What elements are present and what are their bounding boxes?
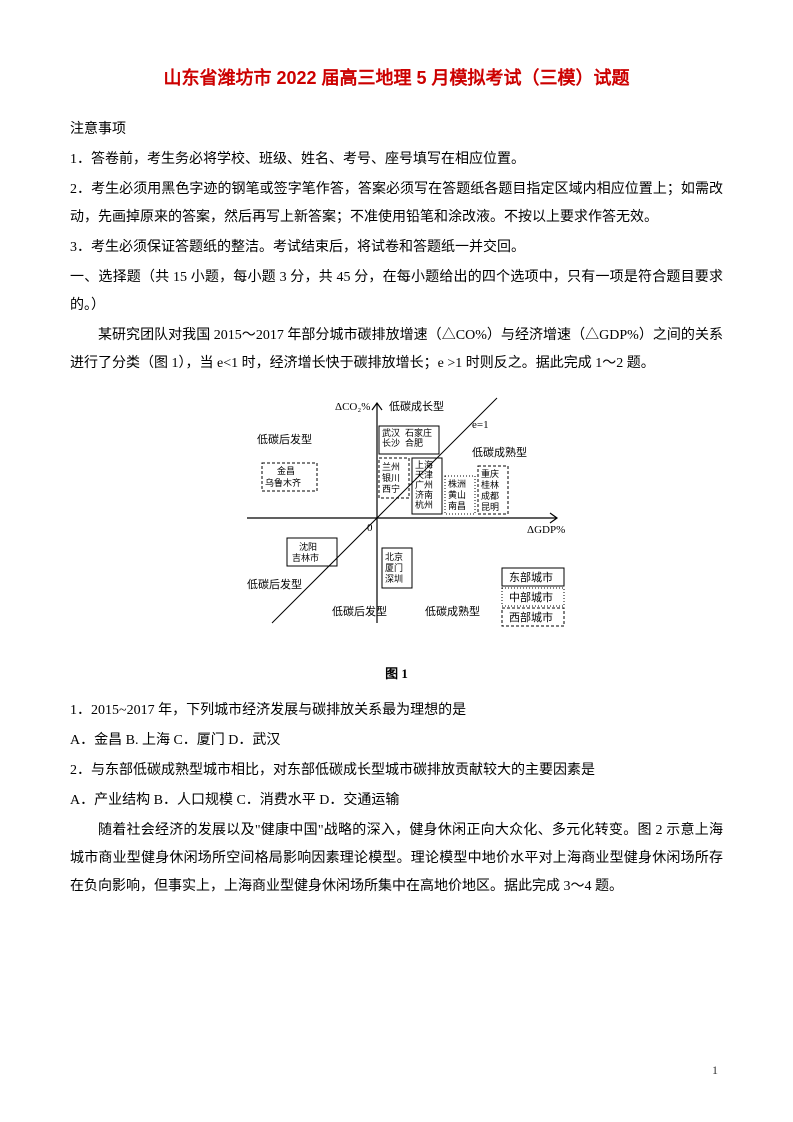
svg-text:黄山: 黄山 bbox=[448, 489, 466, 500]
svg-text:东部城市: 东部城市 bbox=[509, 570, 553, 584]
notice-heading: 注意事项 bbox=[70, 116, 723, 144]
svg-text:杭州: 杭州 bbox=[415, 499, 433, 510]
svg-text:中部城市: 中部城市 bbox=[509, 590, 553, 604]
intro-1: 某研究团队对我国 2015～2017 年部分城市碳排放增速（△CO%）与经济增速… bbox=[70, 322, 723, 378]
svg-text:西部城市: 西部城市 bbox=[509, 610, 553, 624]
intro-2: 随着社会经济的发展以及"健康中国"战略的深入，健身休闲正向大众化、多元化转变。图… bbox=[70, 817, 723, 901]
svg-text:低碳后发型: 低碳后发型 bbox=[332, 604, 387, 618]
svg-text:吉林市: 吉林市 bbox=[292, 552, 319, 563]
svg-text:银川: 银川 bbox=[382, 472, 400, 483]
svg-text:南昌: 南昌 bbox=[448, 500, 466, 511]
svg-text:低碳后发型: 低碳后发型 bbox=[257, 432, 312, 446]
figure-1-chart: 0 ΔGDP% ΔCO₂% e=1 低碳成长型 低碳成熟型 低碳后发型 低碳后发… bbox=[217, 388, 577, 648]
svg-text:重庆: 重庆 bbox=[481, 468, 499, 479]
svg-text:西宁: 西宁 bbox=[382, 483, 400, 494]
svg-text:广州: 广州 bbox=[415, 479, 433, 490]
svg-text:济南: 济南 bbox=[415, 489, 433, 500]
notice-3: 3．考生必须保证答题纸的整洁。考试结束后，将试卷和答题纸一并交回。 bbox=[70, 234, 723, 262]
figure-1-caption: 图 1 bbox=[70, 661, 723, 687]
question-1: 1．2015~2017 年，下列城市经济发展与碳排放关系最为理想的是 bbox=[70, 697, 723, 725]
svg-text:ΔCO₂%: ΔCO₂% bbox=[335, 401, 370, 413]
svg-text:0: 0 bbox=[367, 522, 373, 534]
figure-1-container: 0 ΔGDP% ΔCO₂% e=1 低碳成长型 低碳成熟型 低碳后发型 低碳后发… bbox=[70, 388, 723, 687]
svg-text:上海: 上海 bbox=[415, 459, 433, 470]
svg-text:厦门: 厦门 bbox=[385, 562, 403, 573]
svg-text:e=1: e=1 bbox=[472, 419, 489, 431]
svg-text:武汉: 武汉 bbox=[382, 427, 400, 438]
page-number: 1 bbox=[712, 1058, 718, 1082]
svg-text:低碳成长型: 低碳成长型 bbox=[389, 399, 444, 413]
svg-text:乌鲁木齐: 乌鲁木齐 bbox=[265, 477, 301, 488]
svg-text:深圳: 深圳 bbox=[385, 574, 403, 584]
svg-text:兰州: 兰州 bbox=[382, 461, 400, 472]
notice-2: 2．考生必须用黑色字迹的钢笔或签字笔作答，答案必须写在答题纸各题目指定区域内相应… bbox=[70, 176, 723, 232]
svg-text:成都: 成都 bbox=[481, 490, 499, 501]
section-1-heading: 一、选择题（共 15 小题，每小题 3 分，共 45 分，在每小题给出的四个选项… bbox=[70, 264, 723, 320]
svg-text:长沙: 长沙 bbox=[382, 437, 400, 448]
svg-text:石家庄: 石家庄 bbox=[405, 427, 432, 438]
svg-text:合肥: 合肥 bbox=[405, 437, 423, 448]
question-2-options: A．产业结构 B．人口规模 C．消费水平 D．交通运输 bbox=[70, 787, 723, 815]
svg-text:低碳成熟型: 低碳成熟型 bbox=[472, 445, 527, 459]
svg-text:株洲: 株洲 bbox=[448, 478, 466, 489]
svg-text:低碳成熟型: 低碳成熟型 bbox=[425, 604, 480, 618]
svg-text:北京: 北京 bbox=[385, 551, 403, 562]
svg-text:桂林: 桂林 bbox=[481, 479, 499, 490]
svg-text:ΔGDP%: ΔGDP% bbox=[527, 524, 565, 536]
svg-text:沈阳: 沈阳 bbox=[299, 541, 317, 552]
svg-text:天津: 天津 bbox=[415, 470, 433, 480]
exam-title: 山东省潍坊市 2022 届高三地理 5 月模拟考试（三模）试题 bbox=[70, 60, 723, 96]
svg-text:金昌: 金昌 bbox=[277, 465, 295, 476]
question-2: 2．与东部低碳成熟型城市相比，对东部低碳成长型城市碳排放贡献较大的主要因素是 bbox=[70, 757, 723, 785]
notice-1: 1．答卷前，考生务必将学校、班级、姓名、考号、座号填写在相应位置。 bbox=[70, 146, 723, 174]
svg-text:低碳后发型: 低碳后发型 bbox=[247, 577, 302, 591]
svg-text:昆明: 昆明 bbox=[481, 502, 499, 512]
question-1-options: A．金昌 B. 上海 C．厦门 D．武汉 bbox=[70, 727, 723, 755]
